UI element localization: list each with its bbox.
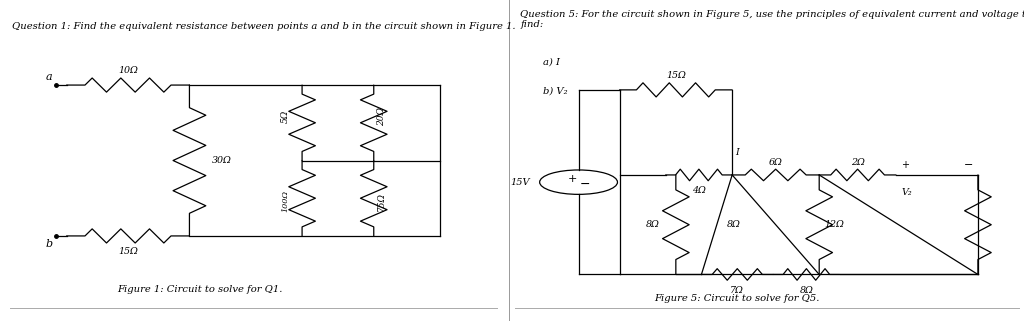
- Text: −: −: [964, 160, 973, 170]
- Text: 12Ω: 12Ω: [824, 220, 844, 229]
- Text: 75Ω: 75Ω: [377, 192, 386, 211]
- Text: V₂: V₂: [901, 188, 911, 197]
- Text: Question 1: Find the equivalent resistance between points a and b in the circuit: Question 1: Find the equivalent resistan…: [12, 22, 516, 31]
- Text: b) V₂: b) V₂: [543, 87, 567, 96]
- Text: 2Ω: 2Ω: [851, 158, 864, 167]
- Text: 15Ω: 15Ω: [666, 71, 686, 80]
- Text: 5Ω: 5Ω: [281, 110, 290, 123]
- Text: I: I: [735, 148, 739, 157]
- Text: 15Ω: 15Ω: [118, 247, 138, 256]
- Text: 8Ω: 8Ω: [727, 220, 741, 229]
- Text: +: +: [901, 160, 909, 170]
- Text: 7Ω: 7Ω: [730, 286, 744, 295]
- Text: +: +: [567, 174, 578, 184]
- Text: b: b: [45, 239, 52, 249]
- Text: a: a: [46, 72, 52, 82]
- Text: 10Ω: 10Ω: [118, 66, 138, 75]
- Text: 4Ω: 4Ω: [692, 186, 706, 195]
- Text: 8Ω: 8Ω: [645, 220, 659, 229]
- Text: 100Ω: 100Ω: [282, 190, 290, 213]
- Text: Question 5: For the circuit shown in Figure 5, use the principles of equivalent : Question 5: For the circuit shown in Fig…: [520, 10, 1024, 29]
- Text: a) I: a) I: [543, 58, 560, 67]
- Text: 15V: 15V: [510, 178, 529, 187]
- Text: 20Ω: 20Ω: [377, 107, 386, 126]
- Text: Figure 1: Circuit to solve for Q1.: Figure 1: Circuit to solve for Q1.: [117, 285, 283, 294]
- Text: 30Ω: 30Ω: [212, 156, 231, 165]
- Text: 6Ω: 6Ω: [769, 158, 782, 167]
- Text: −: −: [580, 178, 590, 191]
- Text: Figure 5: Circuit to solve for Q5.: Figure 5: Circuit to solve for Q5.: [654, 294, 820, 303]
- Text: 8Ω: 8Ω: [800, 286, 813, 295]
